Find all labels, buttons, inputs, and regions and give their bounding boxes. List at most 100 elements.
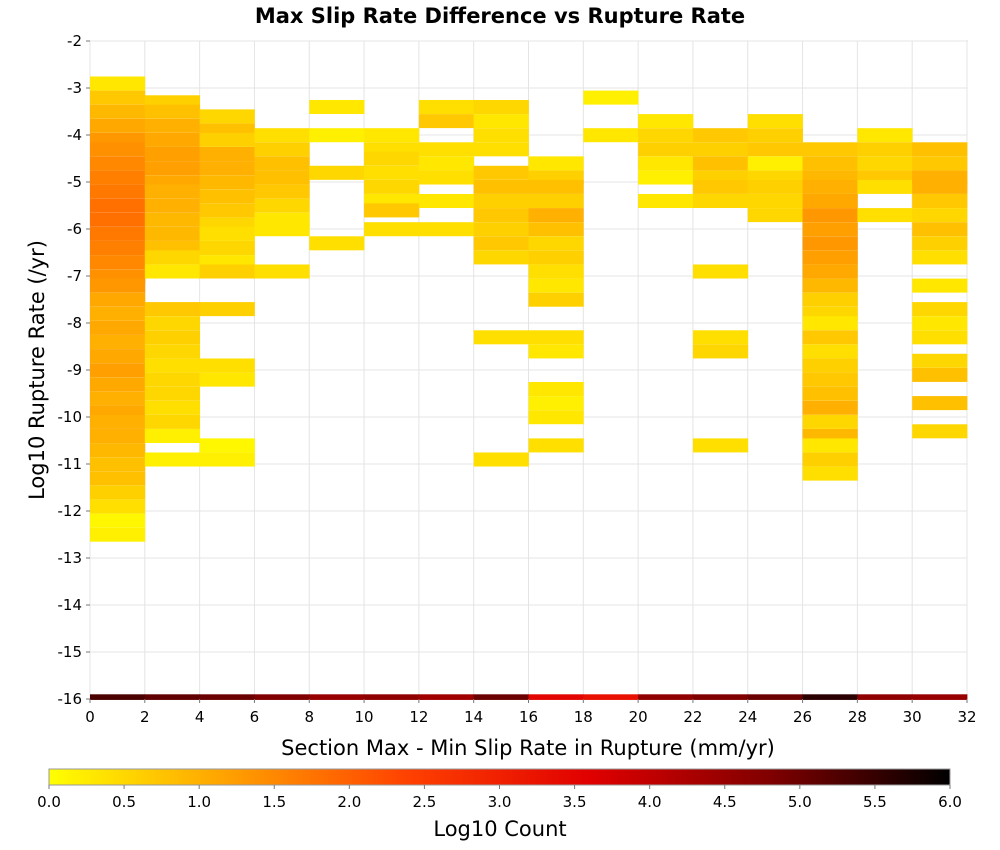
heatmap-cell <box>90 334 146 350</box>
heatmap-cell <box>692 142 749 157</box>
heatmap-cell <box>90 499 146 514</box>
heatmap-cell <box>528 410 584 425</box>
colorbar-tick-label: 3.0 <box>488 793 512 811</box>
x-tick-label: 22 <box>683 708 702 726</box>
heatmap-cell <box>912 250 968 265</box>
heatmap-cell <box>199 372 255 387</box>
heatmap-bottom-cell <box>802 694 858 700</box>
heatmap-cell <box>199 226 255 241</box>
heatmap-cell <box>692 179 749 194</box>
heatmap-cell <box>473 142 529 157</box>
heatmap-cell <box>90 391 146 406</box>
heatmap-cell <box>912 278 968 293</box>
heatmap-cell <box>528 344 584 359</box>
x-tick-label: 26 <box>793 708 812 726</box>
heatmap-cell <box>144 452 201 467</box>
heatmap-cell <box>692 438 749 453</box>
heatmap-cell <box>364 165 420 180</box>
heatmap-cell <box>199 161 255 176</box>
heatmap-cell <box>912 316 968 331</box>
heatmap-cell <box>90 142 146 157</box>
heatmap-cell <box>199 438 255 453</box>
heatmap-cell <box>144 250 201 265</box>
heatmap-bottom-cell <box>418 694 475 700</box>
heatmap-cell <box>638 170 694 185</box>
heatmap-cell <box>199 132 255 147</box>
heatmap-cell <box>90 377 146 392</box>
heatmap-cell <box>692 156 749 171</box>
heatmap-bottom-cell <box>364 694 420 700</box>
heatmap-cell <box>692 330 749 345</box>
x-tick-label: 20 <box>629 708 648 726</box>
heatmap-cell <box>638 156 694 171</box>
heatmap-cell <box>364 151 420 166</box>
heatmap-cell <box>528 179 584 194</box>
heatmap-cell <box>144 184 201 199</box>
heatmap-cell <box>747 208 803 223</box>
heatmap-cell <box>528 222 584 237</box>
heatmap-bottom-cell <box>747 694 803 700</box>
heatmap-cell <box>528 250 584 265</box>
y-tick-label: -3 <box>67 79 82 97</box>
heatmap-cell <box>90 457 146 472</box>
heatmap-cell <box>90 118 146 133</box>
colorbar-tick-label: 5.5 <box>863 793 887 811</box>
heatmap-cell <box>583 128 639 143</box>
heatmap-cell <box>912 367 968 382</box>
heatmap-cell <box>90 349 146 364</box>
x-tick-label: 30 <box>903 708 922 726</box>
heatmap-cell <box>802 330 858 345</box>
heatmap-cell <box>90 306 146 321</box>
x-tick-label: 4 <box>195 708 205 726</box>
y-tick-label: -14 <box>58 596 83 614</box>
heatmap-cell <box>473 128 529 143</box>
heatmap-cell <box>144 386 201 401</box>
heatmap-cell <box>90 278 146 293</box>
heatmap-cell <box>90 443 146 458</box>
heatmap-cell <box>912 179 968 194</box>
heatmap-cell <box>802 438 858 453</box>
heatmap-cell <box>912 236 968 251</box>
heatmap-cell <box>473 179 529 194</box>
heatmap-cell <box>254 156 310 171</box>
y-tick-label: -2 <box>67 32 82 50</box>
heatmap-cell <box>912 424 968 439</box>
heatmap-cell <box>199 203 255 218</box>
heatmap-cell <box>418 99 475 115</box>
heatmap-cell <box>144 358 201 373</box>
colorbar-tick-label: 4.0 <box>638 793 662 811</box>
heatmap-cell <box>747 193 803 209</box>
heatmap-cell <box>254 142 310 157</box>
heatmap-cell <box>802 193 858 209</box>
colorbar-tick-label: 2.0 <box>337 793 361 811</box>
heatmap-cell <box>912 208 968 223</box>
heatmap-cell <box>309 236 365 251</box>
heatmap-cell <box>802 292 858 307</box>
heatmap-cell <box>199 189 255 204</box>
heatmap-cell <box>747 114 803 129</box>
heatmap-cell <box>309 165 365 180</box>
heatmap-cell <box>254 170 310 185</box>
heatmap-cell <box>364 179 420 194</box>
y-tick-label: -16 <box>58 690 83 708</box>
y-tick-label: -12 <box>58 502 83 520</box>
heatmap-cell <box>144 161 201 176</box>
heatmap-cell <box>90 513 146 528</box>
heatmap-bottom-cell <box>857 694 913 700</box>
colorbar-tick-label: 2.5 <box>412 793 436 811</box>
y-tick-label: -7 <box>67 267 82 285</box>
x-axis-label: Section Max - Min Slip Rate in Rupture (… <box>281 736 775 760</box>
x-tick-label: 24 <box>738 708 757 726</box>
heatmap-cell <box>912 396 968 411</box>
x-tick-label: 12 <box>409 708 428 726</box>
heatmap-cell <box>364 203 420 218</box>
heatmap-cell <box>857 156 913 171</box>
heatmap-cell <box>857 142 913 157</box>
heatmap-cell <box>199 302 255 317</box>
heatmap-cell <box>418 114 475 129</box>
heatmap-bottom-cell <box>90 694 146 700</box>
heatmap-cell <box>802 358 858 373</box>
heatmap-bottom-cell <box>144 694 201 700</box>
heatmap-cell <box>90 198 146 213</box>
heatmap-cell <box>912 193 968 209</box>
